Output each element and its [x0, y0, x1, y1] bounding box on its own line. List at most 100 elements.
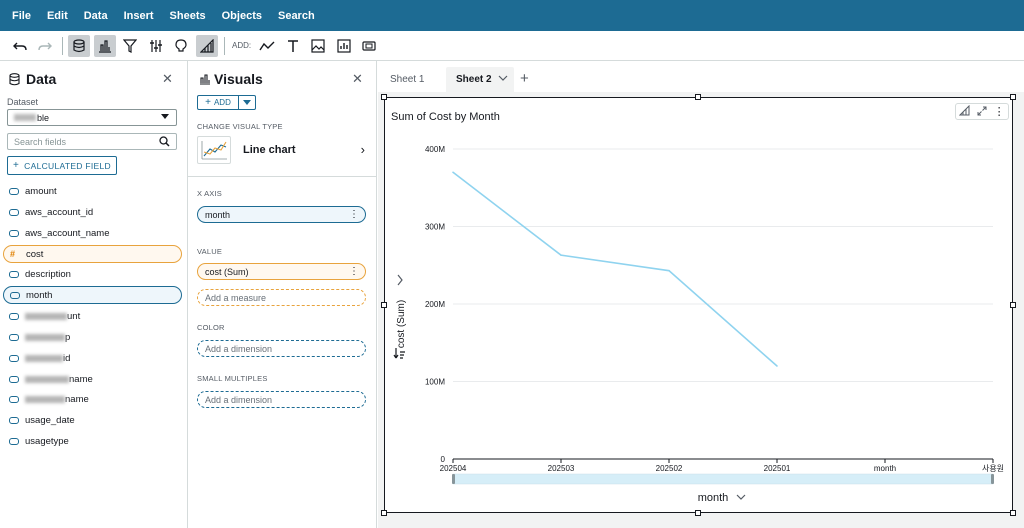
field-item-redacted-9[interactable]: name — [3, 370, 182, 388]
tab-sheet-1[interactable]: Sheet 1 — [380, 67, 442, 92]
add-label: ADD: — [232, 41, 252, 50]
menu-data[interactable]: Data — [83, 9, 108, 22]
more-options-icon[interactable]: ⋮ — [349, 209, 359, 220]
dimension-icon — [9, 375, 19, 383]
dimension-icon — [9, 187, 19, 195]
menu-file[interactable]: File — [12, 9, 31, 22]
search-placeholder: Search fields — [14, 136, 67, 147]
add-text-icon[interactable] — [282, 35, 304, 57]
chevron-down-icon — [736, 494, 746, 500]
value-field-well[interactable]: cost (Sum) ⋮ — [197, 263, 366, 280]
add-control-icon[interactable] — [358, 35, 380, 57]
tab-label: Sheet 2 — [456, 74, 492, 85]
field-item-cost[interactable]: # cost — [3, 245, 182, 263]
chevron-right-icon — [397, 274, 403, 286]
value-label: VALUE — [197, 247, 223, 256]
search-icon — [159, 136, 170, 149]
resize-handle[interactable] — [1010, 510, 1016, 516]
add-image-icon[interactable] — [307, 35, 329, 57]
x-tick-label: 202501 — [764, 464, 791, 473]
field-item-aws_account_name[interactable]: aws_account_name — [3, 224, 182, 242]
menu-edit[interactable]: Edit — [46, 9, 68, 22]
add-visual-label: ADD — [213, 98, 231, 107]
x-axis-range-scrollbar — [452, 473, 994, 485]
menu-search[interactable]: Search — [277, 9, 315, 22]
undo-icon[interactable] — [9, 35, 31, 57]
insights-icon[interactable] — [170, 35, 192, 57]
parameters-icon[interactable] — [145, 35, 167, 57]
resize-handle[interactable] — [695, 94, 701, 100]
visualize-icon[interactable] — [94, 35, 116, 57]
menu-objects[interactable]: Objects — [221, 9, 262, 22]
add-visual-button[interactable]: + ADD — [197, 95, 256, 110]
data-point — [776, 365, 778, 367]
x-axis-field: month — [205, 209, 231, 220]
x-axis-field-well[interactable]: month ⋮ — [197, 206, 366, 223]
redacted-text — [25, 395, 65, 403]
close-icon[interactable]: ✕ — [352, 71, 363, 86]
small-multiples-field-well[interactable]: Add a dimension — [197, 391, 366, 408]
add-measure-well[interactable]: Add a measure — [197, 289, 366, 306]
color-placeholder: Add a dimension — [205, 343, 273, 354]
field-item-aws_account_id[interactable]: aws_account_id — [3, 203, 182, 221]
menu-sheets[interactable]: Sheets — [169, 9, 206, 22]
color-field-well[interactable]: Add a dimension — [197, 340, 366, 357]
field-item-redacted-6[interactable]: unt — [3, 307, 182, 325]
more-options-icon[interactable]: ⋮ — [349, 266, 359, 277]
chevron-down-icon[interactable] — [239, 95, 256, 110]
redacted-text — [25, 375, 69, 383]
filter-icon[interactable] — [119, 35, 141, 57]
field-label: p — [65, 331, 71, 343]
visual-type-selector[interactable]: Line chart › — [197, 134, 367, 166]
field-item-redacted-7[interactable]: p — [3, 328, 182, 346]
resize-handle[interactable] — [381, 94, 387, 100]
add-line-chart-icon[interactable] — [256, 35, 278, 57]
line-chart: 0 100M 200M 300M 400M 202504 202503 202502 20250… — [393, 145, 1004, 504]
close-icon[interactable]: ✕ — [162, 71, 173, 86]
dataset-icon[interactable] — [68, 35, 90, 57]
dataset-select[interactable]: ble — [7, 109, 177, 126]
y-tick-label: 400M — [425, 145, 445, 154]
tab-label: Sheet 1 — [390, 74, 425, 85]
calculated-field-button[interactable]: + CALCULATED FIELD — [7, 156, 117, 175]
x-tick-label: month — [874, 464, 896, 473]
more-options-icon[interactable]: ⋮ — [993, 106, 1005, 118]
add-sheet-icon[interactable]: + — [520, 70, 529, 87]
field-item-usage_date[interactable]: usage_date — [3, 411, 182, 429]
tab-sheet-2[interactable]: Sheet 2 — [446, 67, 514, 92]
dimension-icon — [9, 354, 19, 362]
resize-handle[interactable] — [695, 510, 701, 516]
autograph-icon[interactable] — [196, 35, 218, 57]
visual-container[interactable] — [384, 97, 1013, 513]
resize-handle[interactable] — [381, 510, 387, 516]
resize-handle[interactable] — [1010, 302, 1016, 308]
x-tick-label: 202502 — [656, 464, 683, 473]
menu-insert[interactable]: Insert — [123, 9, 154, 22]
autograph-icon[interactable] — [959, 104, 970, 118]
chevron-down-icon[interactable] — [498, 74, 508, 85]
series-line — [452, 171, 778, 367]
expand-icon[interactable] — [977, 106, 987, 118]
field-item-description[interactable]: description — [3, 265, 182, 283]
redo-icon[interactable] — [34, 35, 56, 57]
field-label: usagetype — [25, 435, 69, 447]
resize-handle[interactable] — [381, 302, 387, 308]
field-label: usage_date — [25, 414, 75, 426]
data-panel-title: Data — [26, 71, 57, 87]
field-item-usagetype[interactable]: usagetype — [3, 432, 182, 450]
visual-menu: ⋮ — [955, 103, 1009, 120]
data-point — [560, 254, 562, 256]
dimension-icon — [9, 208, 19, 216]
x-axis-title: month — [698, 492, 729, 504]
dimension-icon — [10, 291, 20, 299]
field-item-month[interactable]: month — [3, 286, 182, 304]
y-tick-label: 300M — [425, 223, 445, 232]
field-item-redacted-8[interactable]: id — [3, 349, 182, 367]
field-label: id — [63, 352, 71, 364]
search-input[interactable]: Search fields — [7, 133, 177, 150]
field-item-redacted-10[interactable]: name — [3, 390, 182, 408]
field-item-amount[interactable]: amount — [3, 182, 182, 200]
measure-icon: # — [10, 249, 16, 259]
resize-handle[interactable] — [1010, 94, 1016, 100]
add-insight-icon[interactable] — [333, 35, 355, 57]
